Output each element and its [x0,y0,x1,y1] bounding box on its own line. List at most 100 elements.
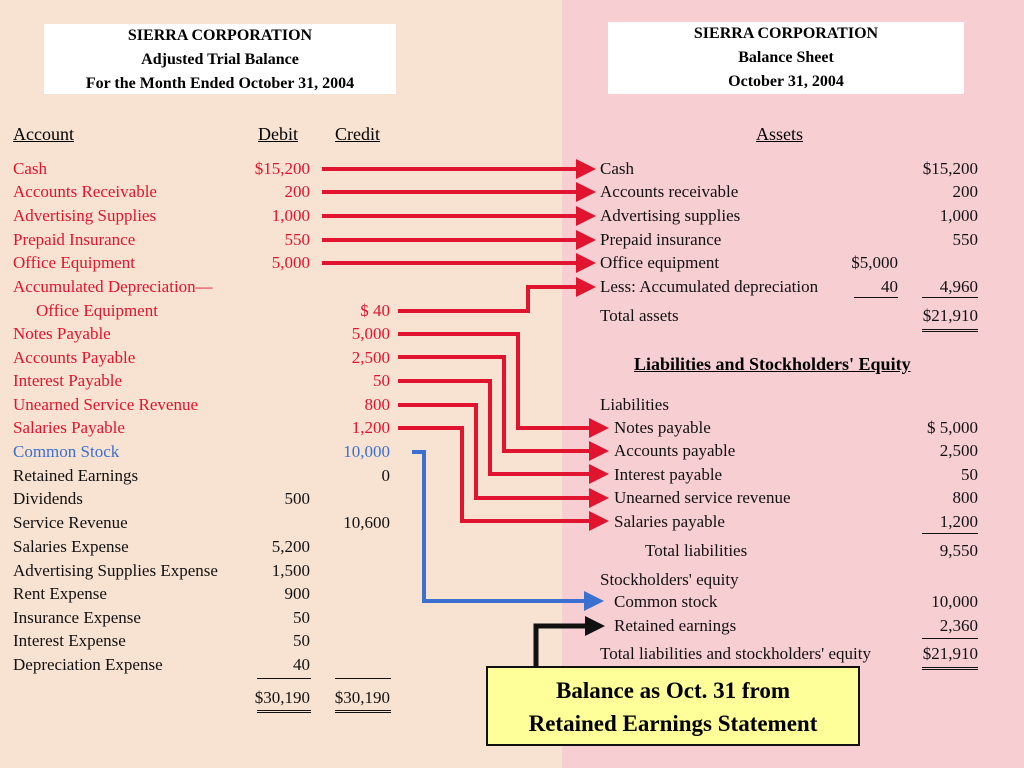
callout-line-1: Balance as Oct. 31 from [555,678,790,703]
credit-total: $30,190 [334,688,390,707]
header-credit: Credit [335,124,380,144]
equity-label-0: Common stock [614,592,718,611]
bs-title-company: SIERRA CORPORATION [693,25,879,42]
tb-account-7: Notes Payable [13,324,111,343]
total-le-label: Total liabilities and stockholders' equi… [600,644,871,663]
tb-debit-16: 5,200 [271,537,310,556]
liability-label-2: Interest payable [614,465,723,484]
liability-amount-3: 800 [952,488,979,507]
debit-total-double-rule [257,710,311,713]
total-le-double-rule [922,667,978,670]
tb-account-10: Unearned Service Revenue [13,395,199,414]
arrow-salaries-payable [398,426,609,531]
tb-account-9: Interest Payable [13,371,123,390]
bs-title-name: Balance Sheet [738,49,834,66]
balance-sheet-title: SIERRA CORPORATION Balance Sheet October… [608,22,964,94]
arrow-interest-payable [398,379,609,484]
tb-account-15: Service Revenue [13,513,128,532]
acc-dep-rule [854,297,898,298]
liability-label-4: Salaries payable [614,512,725,531]
callout-line-2: Retained Earnings Statement [528,711,818,736]
asset-label-0: Cash [600,159,634,178]
tb-account-16: Salaries Expense [13,537,129,556]
total-le-amount: $21,910 [922,644,978,663]
asset-subtotal-rule [922,297,978,298]
tb-credit-13: 0 [381,466,391,485]
tb-debit-4: 5,000 [271,253,310,272]
tb-account-1: Accounts Receivable [13,182,157,201]
balance-sheet-panel [562,0,1024,768]
asset-amount-5: 4,960 [939,277,978,296]
asset-label-3: Prepaid insurance [600,230,722,249]
tb-account-20: Interest Expense [13,631,126,650]
asset-inner-4: $5,000 [851,253,898,272]
arrow-accumulated-depreciation [398,277,596,313]
tb-credit-7: 5,000 [351,324,390,343]
assets-header: Assets [756,124,804,144]
header-account: Account [13,124,74,144]
liability-label-3: Unearned service revenue [614,488,791,507]
header-debit: Debit [258,124,298,144]
total-assets-double-rule [922,329,978,332]
tb-account-14: Dividends [13,489,83,508]
tb-debit-0: $15,200 [254,159,310,178]
tb-account-4: Office Equipment [13,253,135,272]
tb-account-5: Accumulated Depreciation— [13,277,213,296]
asset-amount-0: $15,200 [922,159,978,178]
arrow-accounts-payable [398,355,609,461]
tb-debit-2: 1,000 [271,206,310,225]
tb-debit-21: 40 [293,655,310,674]
tb-account-11: Salaries Payable [13,418,125,437]
liability-label-0: Notes payable [614,418,711,437]
liab-subtotal-rule [922,533,978,534]
liability-amount-2: 50 [961,465,978,484]
tb-account-21: Depreciation Expense [13,655,163,674]
tb-debit-17: 1,500 [271,561,310,580]
tb-account-8: Accounts Payable [13,348,136,367]
asset-label-2: Advertising supplies [600,206,741,225]
equity-label: Stockholders' equity [600,570,739,589]
tb-debit-1: 200 [284,182,311,201]
trial-balance-panel [0,0,562,768]
tb-account-2: Advertising Supplies [13,206,157,225]
tb-credit-8: 2,500 [351,348,390,367]
asset-amount-1: 200 [952,182,979,201]
tb-account-19: Insurance Expense [13,608,141,627]
arrow-notes-payable [398,332,609,438]
tb-debit-20: 50 [293,631,310,650]
total-assets-label: Total assets [600,306,679,325]
total-liabilities-label: Total liabilities [645,541,748,560]
tb-credit-6: $ 40 [360,301,390,320]
total-assets-amount: $21,910 [922,306,978,325]
tb-credit-12: 10,000 [343,442,390,461]
tb-debit-18: 900 [284,584,311,603]
le-header: Liabilities and Stockholders' Equity [634,354,911,374]
tb-debit-19: 50 [293,608,310,627]
retained-earnings-callout: Balance as Oct. 31 from Retained Earning… [486,666,860,746]
tb-account-12: Common Stock [13,442,120,461]
asset-amount-2: 1,000 [939,206,978,225]
equity-amount-0: 10,000 [931,592,978,611]
liability-amount-1: 2,500 [939,441,978,460]
tb-account-0: Cash [13,159,47,178]
asset-label-1: Accounts receivable [600,182,739,201]
asset-inner-5: 40 [881,277,898,296]
arrow-common-stock [412,450,604,611]
tb-debit-14: 500 [284,489,311,508]
asset-label-4: Office equipment [600,253,720,272]
bs-title-date: October 31, 2004 [728,73,844,90]
liability-amount-0: $ 5,000 [927,418,978,437]
tb-account-18: Rent Expense [13,584,107,603]
trial-balance-title: SIERRA CORPORATION Adjusted Trial Balanc… [44,24,396,94]
equity-amount-1: 2,360 [939,616,978,635]
tb-title-period: For the Month Ended October 31, 2004 [85,75,355,92]
tb-credit-9: 50 [373,371,390,390]
equity-label-1: Retained earnings [614,616,737,635]
arrow-retained-earnings [533,616,605,666]
tb-credit-10: 800 [364,395,391,414]
tb-account-6: Office Equipment [36,301,158,320]
liability-amount-4: 1,200 [939,512,978,531]
asset-label-5: Less: Accumulated depreciation [600,277,819,296]
